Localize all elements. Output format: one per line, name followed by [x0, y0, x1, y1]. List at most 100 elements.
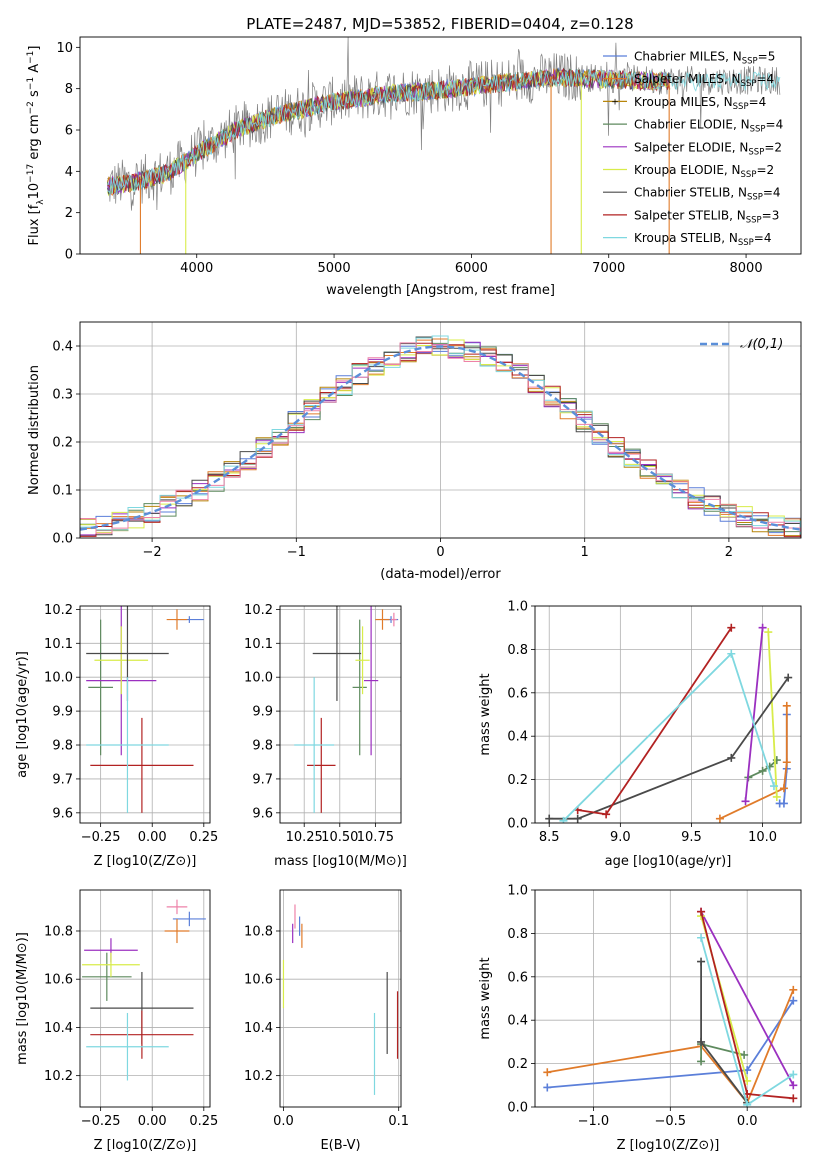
legend-sub: SSP [748, 147, 764, 157]
mass-vs-Z-axes: −0.25 0.00 0.25 10.2 10.4 10.6 10.8 Z [log10(Z/… [15, 889, 218, 1153]
y-tick-label: 10.6 [44, 973, 73, 988]
x-tick-label: 0.00 [138, 1114, 167, 1129]
weight-marker [758, 766, 767, 775]
weight-marker [789, 996, 798, 1005]
ylabel-part: −1 [26, 51, 36, 64]
x-tick-label: 0.25 [189, 830, 218, 845]
weight-series-6 [549, 677, 789, 820]
legend-value: =4 [749, 95, 767, 109]
y-tick-label: 10.4 [244, 1021, 273, 1036]
spectrum-xlabel: wavelength [Angstrom, rest frame] [326, 283, 555, 298]
weight-marker [543, 1083, 552, 1092]
y-tick-label: 6 [65, 124, 73, 139]
y-tick-label: 10.0 [244, 671, 273, 686]
legend-label: Chabrier MILES, NSSP=5 [634, 50, 775, 67]
x-tick-label: 10.75 [357, 830, 394, 845]
y-tick-label: 0.4 [507, 1014, 528, 1029]
y-tick-label: 10.6 [244, 973, 273, 988]
weight-marker [543, 1068, 552, 1077]
weight-marker [789, 1081, 798, 1090]
weight-series-4 [700, 911, 795, 1086]
residuals-plot-area [80, 322, 801, 538]
data-point [82, 952, 132, 1001]
x-tick-label: 5000 [318, 261, 351, 276]
x-tick-label: 8.5 [539, 830, 560, 845]
legend-text: Salpeter STELIB, N [634, 208, 746, 222]
legend-text: Salpeter ELODIE, N [634, 140, 748, 154]
figure-title: PLATE=2487, MJD=53852, FIBERID=0404, z=0… [246, 15, 633, 33]
legend-text: Kroupa STELIB, N [634, 231, 738, 245]
weight-vs-age-ylabel: mass weight [478, 673, 493, 755]
data-point [164, 918, 190, 944]
weight-marker [697, 933, 706, 942]
mass-vs-ebv-xlabel: E(B-V) [320, 1138, 360, 1153]
axes-frame [79, 36, 802, 255]
axes-frame [279, 889, 402, 1108]
weight-vs-Z-xlabel: Z [log10(Z/Z⊙)] [617, 1138, 720, 1153]
weight-marker [697, 1057, 706, 1066]
data-point [82, 952, 140, 977]
y-tick-label: 9.8 [52, 739, 73, 754]
x-tick-label: −1 [287, 545, 306, 560]
weight-marker [779, 784, 788, 793]
legend-sub: SSP [747, 193, 763, 203]
x-tick-label: 0.00 [138, 830, 167, 845]
weight-vs-age-axes: 8.5 9.0 9.5 10.0 0.0 0.2 0.4 0.6 0.8 1.0 age [log1… [478, 600, 802, 869]
y-tick-label: 10.1 [44, 637, 73, 652]
weight-marker [740, 1050, 749, 1059]
age-vs-mass-xlabel: mass [log10(M/M⊙)] [274, 854, 407, 869]
y-tick-label: 10.4 [44, 1021, 73, 1036]
weight-marker [782, 701, 791, 710]
legend-value: =2 [764, 140, 782, 154]
legend-marker: + [611, 97, 619, 107]
weight-marker [697, 907, 706, 916]
weight-marker [559, 816, 568, 823]
data-point [90, 717, 194, 813]
residuals-xlabel: (data-model)/error [380, 567, 501, 582]
y-tick-label: 10.1 [244, 637, 273, 652]
model-spectrum-6 [107, 69, 671, 197]
axes-frame [79, 889, 211, 1108]
mass-vs-Z-plot-area [80, 890, 210, 1107]
data-point [294, 677, 335, 813]
weight-marker [772, 792, 781, 801]
y-tick-label: 4 [65, 165, 73, 180]
axes-frame [79, 605, 211, 824]
data-point [172, 911, 206, 927]
y-tick-label: 10.2 [244, 603, 273, 618]
y-tick-label: 1.0 [507, 884, 528, 899]
x-tick-label: 9.0 [610, 830, 631, 845]
y-tick-label: 10.2 [44, 603, 73, 618]
x-tick-label: 0.1 [388, 1114, 409, 1129]
y-tick-label: 10.2 [44, 1069, 73, 1084]
ylabel-part: ] [27, 46, 42, 51]
x-tick-label: 6000 [455, 261, 488, 276]
spectrum-ylabel: Flux [fλ10−17 erg cm−2 s−1 A−1] [26, 46, 46, 246]
x-tick-label: −0.25 [81, 830, 121, 845]
y-tick-label: 0.1 [52, 484, 73, 499]
y-tick-label: 0.0 [507, 817, 528, 832]
y-tick-label: 9.7 [252, 772, 273, 787]
mass-vs-ebv-axes: 0.0 0.1 10.2 10.4 10.6 10.8 E(B-V) [244, 889, 409, 1153]
y-tick-label: 10.8 [44, 924, 73, 939]
legend-value: =4 [766, 118, 784, 132]
residuals-axes: −2 −1 0 1 2 0.0 0.1 0.2 0.3 0.4 (data-model)/error… [27, 321, 802, 582]
model-spectrum-7 [107, 67, 671, 195]
legend-label: 𝒩(0,1) [740, 337, 783, 352]
legend-value: =4 [756, 72, 774, 86]
legend-text: Salpeter MILES, N [634, 72, 741, 86]
y-tick-label: 0 [65, 248, 73, 263]
data-point [166, 899, 188, 915]
x-tick-label: −0.5 [655, 1114, 687, 1129]
residual-histogram-7 [80, 336, 801, 537]
weight-marker [573, 814, 582, 823]
y-tick-label: 0.4 [507, 730, 528, 745]
legend-sub: SSP [741, 170, 757, 180]
weight-marker [764, 628, 773, 637]
weight-series-2 [719, 705, 788, 820]
legend-label: Kroupa STELIB, NSSP=4 [634, 231, 772, 248]
x-tick-label: 0 [436, 545, 444, 560]
ylabel-part: −17 [26, 164, 36, 183]
weight-series-2 [547, 989, 795, 1105]
